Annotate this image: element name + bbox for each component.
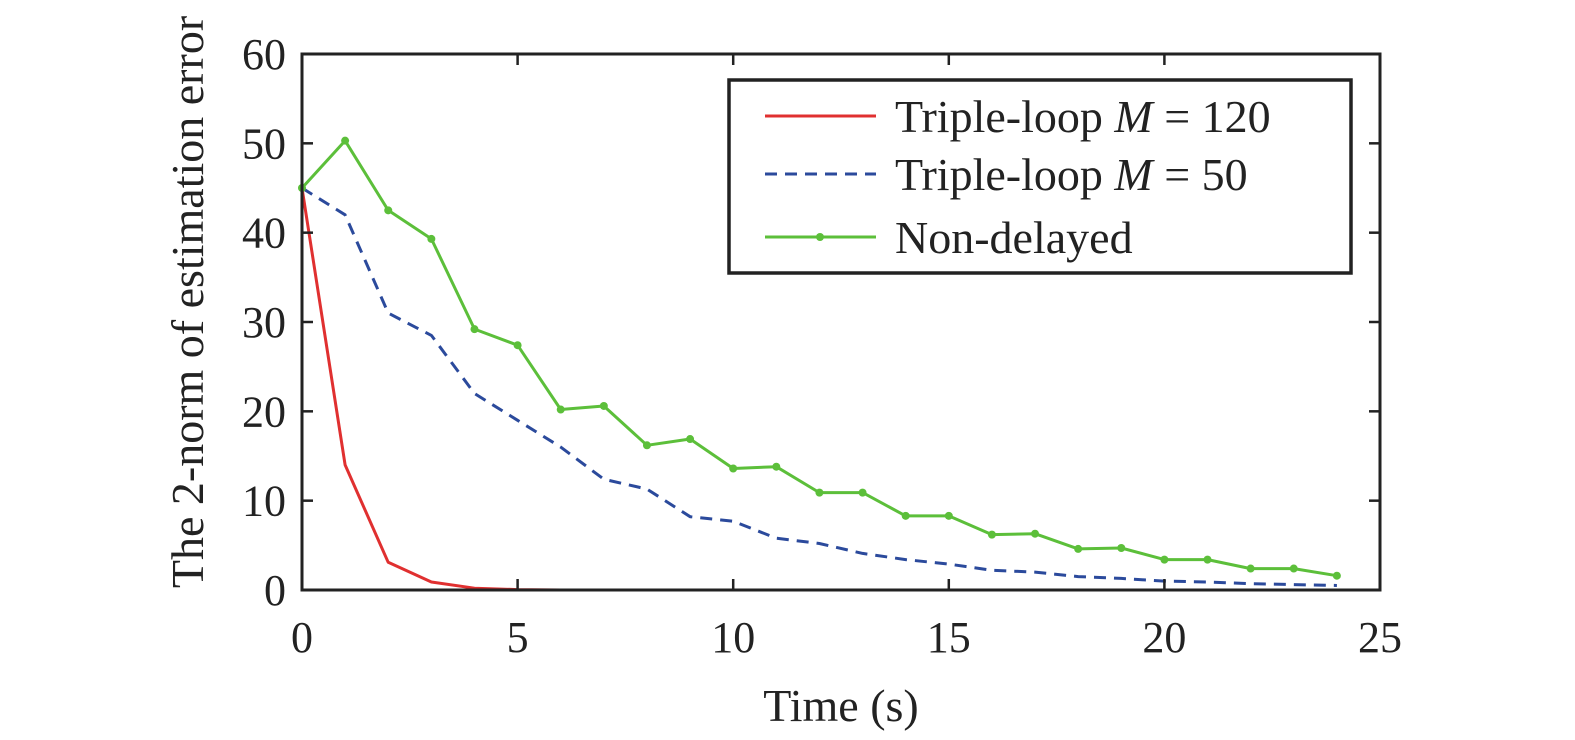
y-tick-label: 40 [242,209,286,258]
series-3-point [1246,564,1255,573]
y-tick-label: 20 [242,387,286,436]
y-tick-label: 30 [242,298,286,347]
legend-box [727,78,1353,275]
series-3-point [1031,529,1040,538]
series-3-point [858,488,867,497]
series-3-point [427,234,436,243]
x-tick-label: 15 [927,613,971,662]
series-3-point [815,488,824,497]
y-axis-label: The 2-norm of estimation error [162,16,213,588]
series-3-point [901,511,910,520]
series-3-point [513,341,522,350]
x-tick-label: 5 [507,613,529,662]
y-tick-label: 0 [264,566,286,615]
x-tick-label: 10 [711,613,755,662]
series-3-point [556,405,565,414]
series-3-point [1160,555,1169,564]
series-3-point [944,511,953,520]
series-3-point [1074,544,1083,553]
series-3-point [642,441,651,450]
x-tick-label: 0 [291,613,313,662]
legend-label-1: Triple-loop M = 120 [895,91,1271,142]
x-tick-label: 20 [1142,613,1186,662]
y-tick-label: 10 [242,477,286,526]
x-axis-label: Time (s) [763,680,919,731]
series-3-point [341,136,350,145]
ticks-layer: 0 5 10 15 20 25 0 10 20 30 40 50 60 [242,30,1402,662]
y-tick-label: 60 [242,30,286,79]
series-3-point [1117,544,1126,553]
x-tick-label: 25 [1358,613,1402,662]
series-3-point [1332,571,1341,580]
series-3-point [599,401,608,410]
y-tick-label: 50 [242,119,286,168]
legend-label-2: Triple-loop M = 50 [895,149,1248,200]
series-3-point [1289,564,1298,573]
series-3-point [729,464,738,473]
series-3-point [686,435,695,444]
legend-marker-3 [816,233,824,241]
series-3-point [772,462,781,471]
series-3-point [384,206,393,215]
series-3-point [1203,555,1212,564]
legend: Triple-loop M = 120 Triple-loop M = 50 Non… [727,78,1353,275]
series-3-point [470,325,479,334]
series-3-point [987,530,996,539]
legend-label-3: Non-delayed [895,212,1133,263]
